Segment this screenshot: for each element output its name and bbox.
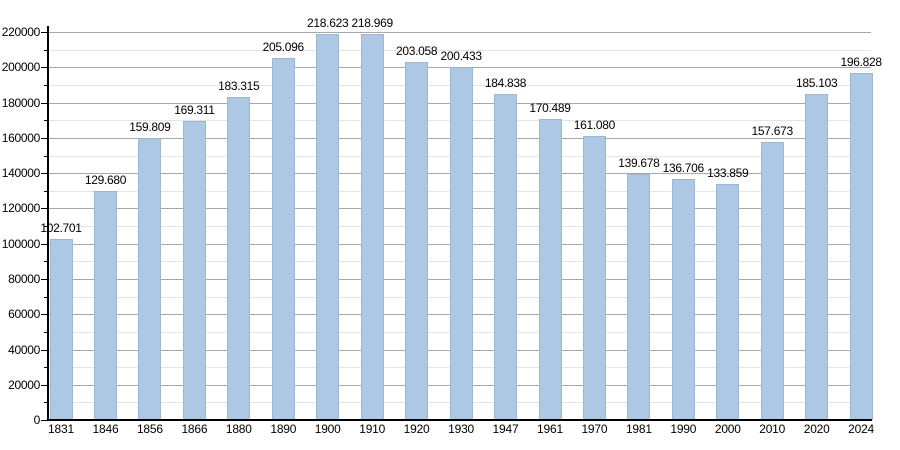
bar-value-label: 205.096 (262, 40, 305, 55)
bar-2000 (716, 183, 740, 420)
y-axis-tick-label: 0 (33, 413, 41, 427)
x-axis-tick-label: 1920 (403, 422, 430, 436)
y-axis-minor-tick (44, 49, 48, 51)
y-axis-tick (41, 243, 48, 245)
x-axis-tick-label: 1961 (537, 422, 563, 436)
y-axis-minor-tick (44, 190, 48, 192)
y-axis-tick-label: 220000 (1, 25, 41, 39)
y-axis-tick (41, 278, 48, 280)
bar-value-label: 139.678 (618, 155, 660, 170)
y-axis-tick (41, 384, 48, 386)
bar-1981 (627, 173, 651, 420)
y-axis-tick (41, 102, 48, 104)
bar-value-label: 159.809 (129, 120, 171, 135)
x-axis-tick-label: 1970 (581, 422, 608, 436)
minor-gridline (48, 49, 871, 51)
y-axis-tick-label: 160000 (1, 130, 41, 145)
bar-value-label: 133.859 (707, 165, 749, 180)
bar-value-label: 196.828 (840, 54, 882, 69)
x-axis-tick-label: 2020 (803, 422, 830, 436)
bar-value-label: 129.680 (84, 173, 127, 188)
y-axis-tick-label: 40000 (8, 342, 40, 357)
y-axis-tick (41, 314, 48, 316)
bar-2010 (760, 141, 784, 420)
bar-value-label: 169.311 (174, 103, 215, 118)
x-axis-tick-label: 1866 (181, 422, 208, 436)
y-axis-tick (41, 208, 48, 210)
bar-value-label: 102.701 (40, 220, 82, 235)
y-axis-tick (41, 173, 48, 175)
y-axis-tick-label: 120000 (1, 201, 41, 216)
y-axis-tick-label: 180000 (1, 95, 41, 110)
bar-value-label: 183.315 (218, 78, 260, 93)
y-axis-tick (41, 32, 48, 33)
x-axis-tick-label: 1900 (314, 422, 341, 436)
bar-1910 (360, 33, 384, 420)
bar-1890 (271, 58, 295, 420)
x-axis-tick-label: 1880 (225, 422, 252, 436)
y-axis-minor-tick (44, 367, 48, 369)
x-axis-tick-label: 1990 (670, 422, 697, 436)
bar-value-label: 218.623 (307, 16, 349, 31)
bar-1831 (49, 238, 73, 420)
bar-value-label: 136.706 (662, 160, 705, 175)
x-axis-tick-label: 1930 (448, 422, 475, 436)
x-axis-tick-label: 2010 (759, 422, 786, 436)
bar-1930 (449, 66, 473, 420)
bar-value-label: 161.080 (573, 117, 616, 132)
y-axis-tick-label: 80000 (8, 271, 40, 286)
bar-1970 (582, 135, 606, 420)
bar-1900 (316, 34, 340, 420)
x-axis-tick-label: 1947 (492, 422, 519, 436)
y-axis-minor-tick (44, 226, 48, 227)
bar-value-label: 170.489 (529, 101, 571, 116)
bar-1961 (538, 119, 562, 420)
y-axis-tick-label: 200000 (1, 60, 41, 75)
y-axis-minor-tick (44, 155, 48, 157)
y-axis-tick (41, 349, 48, 351)
bar-1880 (227, 96, 251, 420)
y-axis-minor-tick (44, 402, 48, 404)
y-axis-tick-label: 20000 (8, 377, 40, 392)
x-axis-tick-label: 1856 (136, 422, 163, 436)
bar-1990 (671, 178, 695, 420)
bar-2024 (849, 72, 873, 420)
bar-value-label: 185.103 (796, 75, 838, 90)
y-axis-tick (41, 420, 48, 421)
bar-1856 (138, 138, 162, 420)
y-axis-minor-tick (44, 261, 48, 263)
x-axis-tick-label: 2024 (848, 422, 875, 436)
y-axis-tick-label: 140000 (1, 166, 41, 181)
bar-1846 (94, 191, 117, 420)
bar-value-label: 203.058 (395, 43, 438, 58)
bar-value-label: 157.673 (751, 123, 794, 138)
x-axis-tick-label: 1910 (359, 422, 386, 436)
x-axis-tick-label: 1981 (625, 422, 652, 436)
y-axis-minor-tick (44, 84, 48, 86)
x-axis-tick-label: 1846 (92, 422, 119, 436)
y-axis-minor-tick (44, 296, 48, 298)
y-axis-tick-label: 100000 (1, 236, 41, 251)
bar-1920 (405, 61, 429, 420)
x-axis-line (47, 419, 872, 421)
y-axis-minor-tick (44, 331, 48, 333)
x-axis-tick-label: 2000 (714, 422, 741, 436)
bar-1866 (182, 121, 206, 420)
bar-1947 (494, 94, 517, 420)
y-axis-tick-label: 60000 (8, 307, 40, 322)
y-axis-tick (41, 137, 48, 139)
y-axis-tick (41, 67, 48, 69)
bar-2020 (805, 93, 829, 420)
x-axis-tick-label: 1890 (270, 422, 297, 436)
major-gridline (48, 32, 871, 33)
bar-value-label: 200.433 (440, 48, 482, 63)
bar-value-label: 184.838 (484, 76, 527, 90)
bar-value-label: 218.969 (351, 15, 394, 30)
x-axis-tick-label: 1831 (48, 422, 74, 436)
y-axis-minor-tick (44, 120, 48, 122)
y-axis-line (47, 26, 49, 421)
